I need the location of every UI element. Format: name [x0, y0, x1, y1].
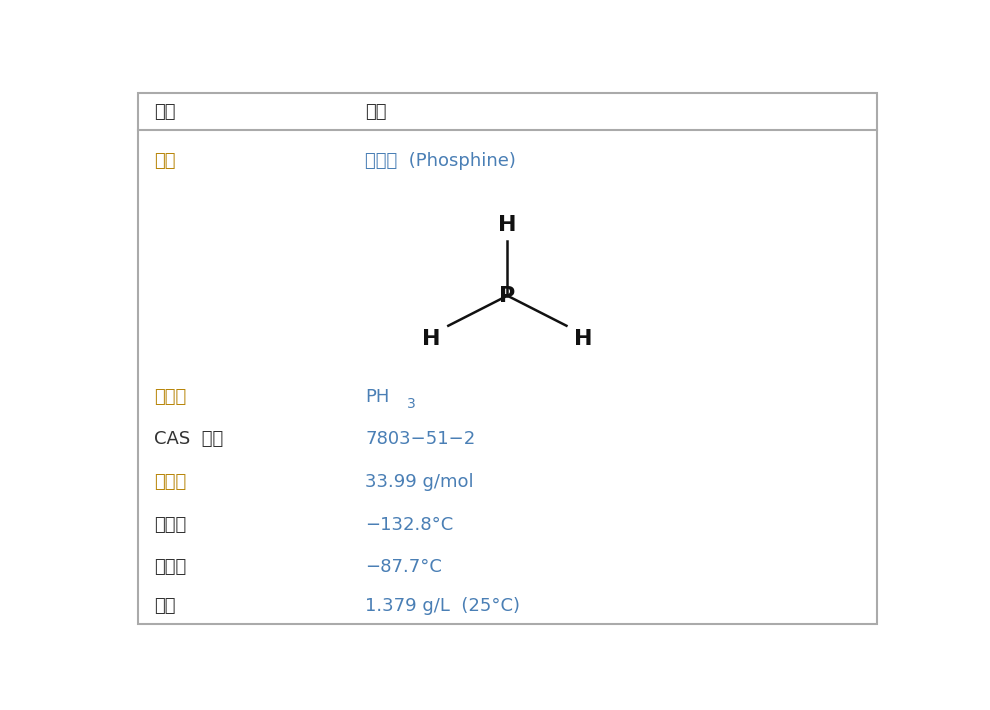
Text: 이름: 이름	[154, 152, 176, 170]
Text: −87.7°C: −87.7°C	[365, 558, 443, 577]
Text: 7803−51−2: 7803−51−2	[365, 430, 475, 449]
Text: 포스핀  (Phosphine): 포스핀 (Phosphine)	[365, 152, 517, 170]
Text: 끓는점: 끓는점	[154, 558, 187, 577]
Text: 녹는점: 녹는점	[154, 515, 187, 534]
Text: PH: PH	[365, 388, 390, 406]
Text: CAS  번호: CAS 번호	[154, 430, 224, 449]
Text: P: P	[499, 285, 516, 306]
Text: 화학식: 화학식	[154, 388, 187, 406]
Text: H: H	[574, 329, 593, 349]
Text: 특성: 특성	[365, 103, 387, 121]
Text: 3: 3	[407, 397, 416, 411]
Text: 분자량: 분자량	[154, 473, 187, 491]
Text: 밀도: 밀도	[154, 596, 176, 615]
Text: 1.379 g/L  (25°C): 1.379 g/L (25°C)	[365, 596, 521, 615]
Text: −132.8°C: −132.8°C	[365, 515, 453, 534]
Text: H: H	[422, 329, 441, 349]
Text: 분류: 분류	[154, 103, 176, 121]
Text: 33.99 g/mol: 33.99 g/mol	[365, 473, 474, 491]
Text: H: H	[498, 214, 517, 234]
